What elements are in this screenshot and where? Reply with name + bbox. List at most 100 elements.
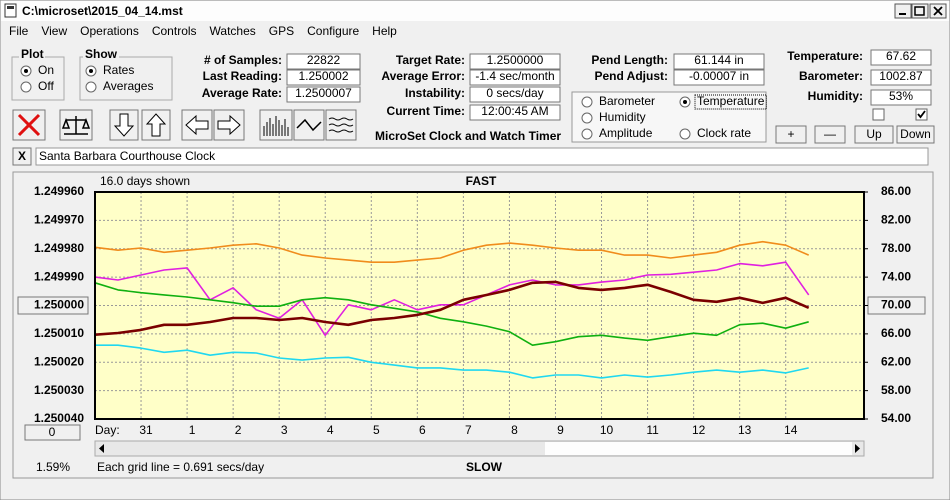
menu-item[interactable]: GPS — [269, 24, 294, 38]
days-shown: 16.0 days shown — [100, 174, 190, 188]
y2-tick-label: 82.00 — [881, 213, 911, 227]
graph-option[interactable]: Humidity — [599, 110, 646, 124]
y-tick-label: 1.249990 — [34, 269, 84, 283]
field-value: 61.144 in — [694, 53, 743, 67]
x-tick-label: 7 — [465, 423, 472, 437]
field-label: Instability: — [405, 86, 465, 100]
field-box — [286, 86, 361, 103]
menu-item[interactable]: Configure — [307, 24, 359, 38]
menu-item[interactable]: Operations — [80, 24, 139, 38]
radio-button[interactable] — [85, 81, 97, 93]
y2-tick-label: 62.00 — [881, 354, 911, 368]
field-box — [286, 53, 361, 70]
menu-item[interactable]: View — [41, 24, 67, 38]
clock-name-field[interactable] — [35, 147, 929, 166]
field-value: 1.2500000 — [487, 53, 544, 67]
scroll-thumb[interactable] — [545, 442, 852, 455]
left-icon — [185, 114, 209, 136]
button[interactable] — [814, 125, 846, 144]
menu-item[interactable]: Controls — [152, 24, 197, 38]
series-line — [95, 344, 809, 379]
radio-button[interactable] — [581, 128, 593, 140]
graph-option[interactable]: Amplitude — [599, 126, 653, 140]
scroll-left[interactable] — [99, 444, 104, 453]
show-option[interactable]: Averages — [103, 79, 153, 93]
series-line — [94, 280, 810, 336]
scrollbar[interactable] — [94, 440, 865, 457]
graph-select-box — [571, 91, 767, 143]
graph-option[interactable]: Barometer — [599, 94, 655, 108]
field-box — [673, 53, 765, 70]
field-value: 1.2500007 — [295, 86, 352, 100]
y-tick-label: 1.250000 — [34, 298, 84, 312]
field-box — [673, 69, 765, 86]
field-value: 67.62 — [886, 49, 916, 63]
app-icon-detail — [7, 6, 14, 9]
offset-button[interactable] — [24, 424, 81, 441]
up-icon — [145, 113, 167, 137]
field-value: -0.00007 in — [689, 69, 749, 83]
y-tick-label: 1.249980 — [34, 241, 84, 255]
x-tick-label: 3 — [281, 423, 288, 437]
y-tick-label: 1.250040 — [34, 411, 84, 425]
check-mark — [917, 110, 926, 119]
field-label: Average Error: — [381, 69, 465, 83]
series-line — [94, 282, 809, 347]
radio-button[interactable] — [581, 112, 593, 124]
plot-option[interactable]: On — [38, 63, 54, 77]
plot-group-title: Plot — [21, 47, 44, 61]
field-box — [870, 69, 932, 86]
field-value: 22822 — [307, 53, 341, 67]
checkbox[interactable] — [872, 108, 885, 121]
x-tick-label: 8 — [511, 423, 518, 437]
x-axis-label: Day: — [95, 423, 120, 437]
field-label: Target Rate: — [396, 53, 465, 67]
menu-item[interactable]: File — [9, 24, 29, 38]
menu-item[interactable]: Watches — [210, 24, 256, 38]
field-label: Current Time: — [387, 104, 465, 118]
graph-option[interactable]: Temperature — [697, 94, 765, 108]
field-label: Barometer: — [799, 69, 863, 83]
button[interactable] — [854, 125, 894, 144]
plot-option[interactable]: Off — [38, 79, 54, 93]
x-tick-label: 6 — [419, 423, 426, 437]
field-label: Pend Adjust: — [594, 69, 668, 83]
button-label[interactable]: — — [824, 127, 836, 141]
button-label[interactable]: + — [787, 127, 794, 141]
window-controls[interactable] — [894, 3, 947, 19]
show-group-title: Show — [85, 47, 118, 61]
button[interactable] — [775, 125, 807, 144]
field-label: Temperature: — [787, 49, 863, 63]
x-tick-label: 12 — [692, 423, 706, 437]
clear-button-label[interactable]: X — [18, 149, 26, 163]
field-label: Average Rate: — [202, 86, 282, 100]
title-bar — [1, 1, 949, 21]
button[interactable] — [896, 125, 935, 144]
y2-tick-label: 54.00 — [881, 411, 911, 425]
menu-item[interactable]: Help — [372, 24, 397, 38]
button-label[interactable]: Up — [866, 127, 882, 141]
offset-button-label[interactable]: 0 — [49, 425, 56, 439]
toolbar — [12, 109, 357, 141]
y2-tick-label: 66.00 — [881, 326, 911, 340]
plot-border — [94, 191, 865, 420]
y2-tick-label: 70.00 — [881, 298, 911, 312]
radio-button[interactable] — [20, 81, 32, 93]
center-rate-button[interactable] — [17, 296, 89, 315]
window-title: C:\microset\2015_04_14.mst — [22, 4, 183, 18]
radio-button[interactable] — [581, 96, 593, 108]
x-tick-label: 1 — [189, 423, 196, 437]
scroll-right[interactable] — [855, 444, 860, 453]
button-label[interactable]: Down — [900, 127, 931, 141]
status: 1.59% — [36, 460, 70, 474]
x-tick-label: 2 — [235, 423, 242, 437]
field-label: Humidity: — [808, 89, 863, 103]
radio-button[interactable] — [679, 128, 691, 140]
graph-option[interactable]: Clock rate — [697, 126, 751, 140]
minimize-button[interactable] — [894, 3, 912, 19]
clear-button[interactable] — [12, 147, 32, 166]
maximize-glyph — [914, 6, 925, 16]
show-option[interactable]: Rates — [103, 63, 134, 77]
